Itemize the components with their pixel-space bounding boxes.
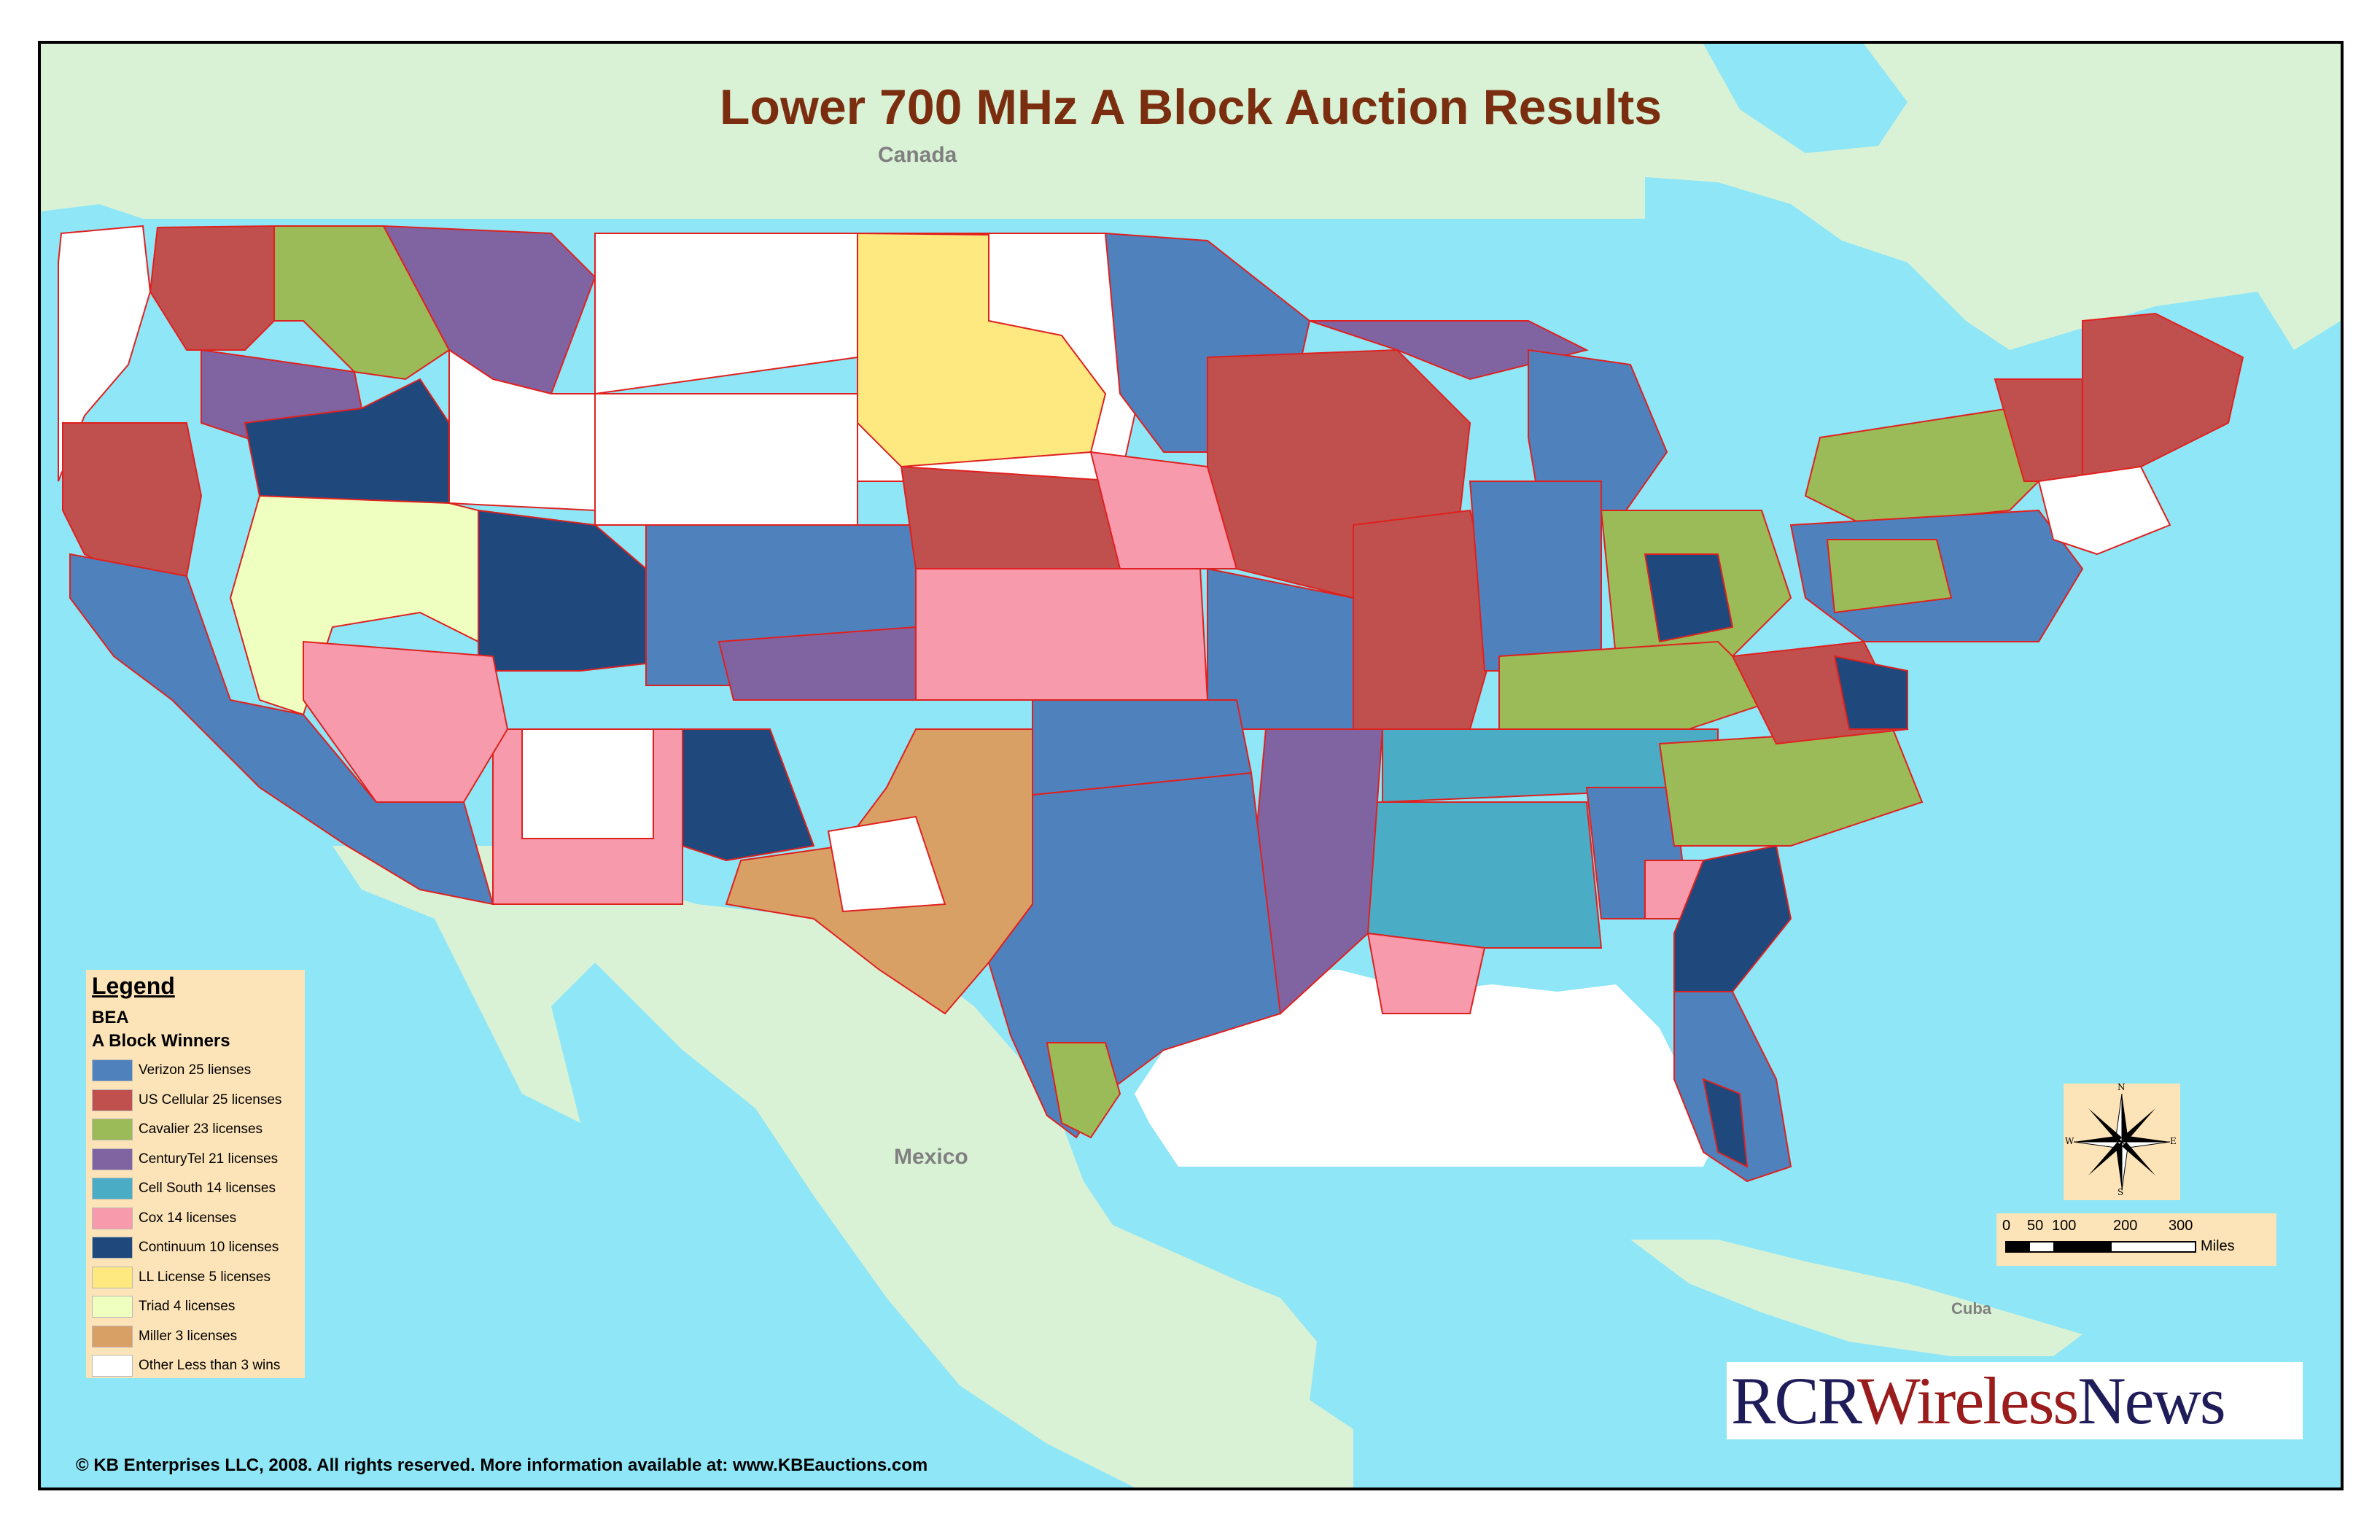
legend-label: Miller 3 licenses [139, 1328, 238, 1344]
region-nm-continuum [682, 728, 815, 862]
logo-part2: Wireless [1857, 1364, 2079, 1438]
legend-swatch [92, 1296, 133, 1318]
scale-tick-0: 0 [2002, 1218, 2011, 1234]
region-new-mexico-white [521, 728, 654, 839]
legend-swatch [92, 1059, 133, 1082]
region-maine-cellular [2082, 312, 2244, 483]
legend-label: Cox 14 licenses [139, 1210, 237, 1226]
legend-label: US Cellular 25 licenses [139, 1092, 282, 1108]
scale-unit: Miles [2201, 1238, 2235, 1254]
region-nc-cavalier [1658, 728, 1924, 847]
region-california-verizon [69, 553, 494, 906]
legend-group: A Block Winners [92, 1031, 230, 1051]
map-frame: Lower 700 MHz A Block Auction Results Ca… [38, 41, 2344, 1490]
legend-item: Verizon 25 lienses [92, 1056, 281, 1086]
compass-icon [2073, 1093, 2171, 1191]
region-utah-continuum [478, 509, 647, 672]
legend-label: Triad 4 licenses [139, 1299, 236, 1315]
region-mississippi-cellsouth [1352, 801, 1603, 949]
compass-n: N [2118, 1082, 2126, 1092]
legend-swatch [92, 1178, 133, 1200]
scale-tick-300: 300 [2169, 1218, 2193, 1234]
region-indiana-verizon [1469, 481, 1602, 672]
region-wyoming-white [594, 393, 858, 526]
lake-area [1703, 44, 1908, 153]
legend-swatch [92, 1266, 133, 1288]
label-cuba: Cuba [1951, 1299, 1991, 1318]
mexico-land [332, 846, 1353, 1488]
scale-tick-100: 100 [2052, 1218, 2077, 1234]
legend-label: CenturyTel 21 licenses [139, 1151, 279, 1167]
legend-item: Other Less than 3 wins [92, 1351, 281, 1381]
legend-swatch [92, 1119, 133, 1141]
region-florida-verizon [1673, 991, 1792, 1183]
legend-swatch [92, 1237, 133, 1259]
legend-item: CenturyTel 21 licenses [92, 1145, 281, 1175]
legend-item: Continuum 10 licenses [92, 1233, 281, 1263]
compass-rose: N S E W [2064, 1082, 2180, 1200]
legend-layer: BEA [92, 1008, 129, 1027]
legend-swatch [92, 1207, 133, 1229]
region-oklahoma-verizon [1032, 699, 1253, 796]
compass-e: E [2170, 1136, 2177, 1146]
legend-swatch [92, 1148, 133, 1170]
compass-s: S [2118, 1187, 2124, 1197]
legend-item: Miller 3 licenses [92, 1322, 281, 1352]
auction-map [41, 44, 2341, 1488]
label-mexico: Mexico [894, 1145, 968, 1169]
region-louisiana-cox [1366, 932, 1486, 1014]
region-wa-us-cellular [149, 225, 275, 351]
logo-part1: RCR [1731, 1364, 1859, 1438]
legend-item: Triad 4 licenses [92, 1292, 281, 1322]
cuba-land [1630, 1240, 2082, 1356]
copyright-text: © KB Enterprises LLC, 2008. All rights r… [76, 1455, 928, 1475]
region-florida-continuum [1702, 1078, 1749, 1168]
region-new-england-white [2037, 465, 2171, 556]
legend-label: Cavalier 23 licenses [139, 1121, 263, 1138]
scale-bar-track [2005, 1241, 2196, 1253]
legend-item: US Cellular 25 licenses [92, 1086, 281, 1116]
legend-label: Verizon 25 lienses [139, 1062, 252, 1078]
us-regions [58, 225, 2244, 1183]
legend-item: Cox 14 licenses [92, 1204, 281, 1234]
legend-label: Continuum 10 licenses [139, 1240, 279, 1256]
scale-tick-50: 50 [2027, 1218, 2044, 1234]
legend-label: Other Less than 3 wins [139, 1358, 281, 1374]
region-north-central-white [594, 233, 858, 395]
legend-label: Cell South 14 licenses [139, 1181, 276, 1197]
region-dakotas-ll [857, 232, 1107, 468]
compass-w: W [2065, 1136, 2074, 1146]
scale-bar: 0 50 100 200 300 Miles [1996, 1213, 2276, 1266]
region-new-york-cavalier [1804, 407, 2040, 526]
legend-swatch [92, 1325, 133, 1348]
logo-part3: News [2077, 1364, 2226, 1438]
region-kansas-cox [915, 568, 1209, 701]
region-pa-cavalier [1826, 539, 1953, 614]
legend-heading: Legend [92, 973, 175, 999]
region-nevada-triad [229, 494, 479, 716]
legend-item: Cavalier 23 licenses [92, 1115, 281, 1145]
region-northwest-white [58, 225, 152, 482]
region-texas-white [827, 815, 946, 913]
legend-item: Cell South 14 licenses [92, 1174, 281, 1204]
scale-tick-200: 200 [2113, 1218, 2138, 1234]
region-va-continuum [1833, 655, 1908, 730]
legend-box: Legend BEA A Block Winners Verizon 25 li… [86, 970, 305, 1378]
rcr-wireless-logo: RCRWirelessNews [1727, 1362, 2303, 1439]
label-canada: Canada [878, 143, 957, 167]
legend-swatch [92, 1089, 133, 1111]
region-texas-cavalier [1046, 1042, 1121, 1139]
legend-swatch [92, 1355, 133, 1377]
region-ohio-continuum [1644, 553, 1734, 643]
legend-items: Verizon 25 lienses US Cellular 25 license… [92, 1056, 281, 1381]
legend-item: LL License 5 licenses [92, 1263, 281, 1293]
legend-label: LL License 5 licenses [139, 1269, 271, 1285]
region-illinois-cellular [1353, 509, 1501, 730]
map-title: Lower 700 MHz A Block Auction Results [719, 79, 1662, 135]
gulf-of-mexico [1120, 970, 1711, 1167]
